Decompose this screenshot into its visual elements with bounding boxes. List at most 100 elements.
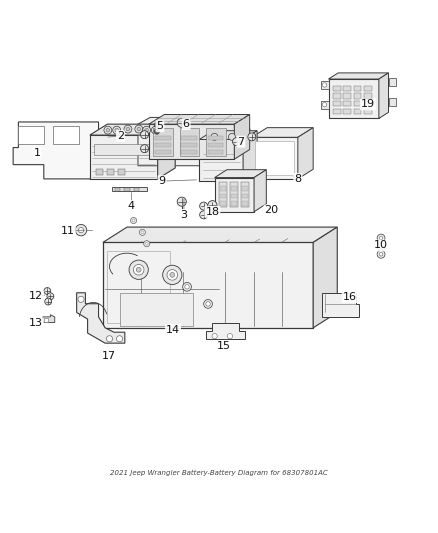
Polygon shape (206, 324, 245, 339)
Circle shape (229, 133, 236, 140)
Text: 18: 18 (205, 207, 219, 217)
Circle shape (185, 285, 189, 289)
Bar (242, 201, 248, 206)
Circle shape (145, 128, 148, 132)
Circle shape (137, 127, 141, 131)
Polygon shape (234, 115, 250, 159)
Bar (115, 188, 120, 191)
Circle shape (115, 128, 118, 132)
Circle shape (162, 265, 182, 285)
Circle shape (379, 245, 383, 248)
Circle shape (45, 298, 52, 305)
Polygon shape (43, 314, 55, 322)
Bar (364, 93, 372, 99)
Polygon shape (199, 140, 243, 181)
Circle shape (212, 334, 217, 339)
Polygon shape (158, 124, 175, 179)
Circle shape (124, 125, 132, 133)
Polygon shape (13, 122, 104, 179)
Circle shape (204, 300, 212, 308)
Bar (333, 86, 341, 91)
Bar (206, 128, 226, 156)
Bar (321, 81, 328, 89)
Circle shape (132, 219, 135, 222)
Text: 16: 16 (343, 292, 357, 302)
Circle shape (170, 272, 175, 277)
Bar (120, 293, 193, 326)
Text: 6: 6 (183, 119, 190, 129)
Text: 7: 7 (237, 136, 244, 147)
Circle shape (129, 260, 148, 279)
Bar (321, 101, 328, 109)
Bar (107, 169, 114, 174)
Polygon shape (328, 73, 389, 79)
Polygon shape (90, 124, 175, 135)
Text: 15: 15 (216, 341, 230, 351)
Bar (354, 86, 361, 91)
Polygon shape (53, 126, 79, 143)
Bar (181, 150, 197, 154)
Polygon shape (254, 169, 266, 212)
Circle shape (135, 125, 143, 133)
Circle shape (113, 126, 120, 134)
Text: 2021 Jeep Wrangler Battery-Battery Diagram for 68307801AC: 2021 Jeep Wrangler Battery-Battery Diagr… (110, 470, 328, 476)
Bar (231, 194, 237, 198)
Bar (155, 135, 171, 140)
Bar (208, 150, 223, 154)
Circle shape (167, 270, 177, 280)
Bar (219, 182, 227, 207)
Bar (343, 109, 351, 114)
Bar (343, 93, 351, 99)
Polygon shape (112, 187, 147, 191)
Polygon shape (18, 126, 44, 143)
Text: 10: 10 (374, 240, 388, 251)
Bar (180, 128, 199, 156)
Bar (231, 201, 237, 206)
Circle shape (200, 211, 208, 219)
Text: 19: 19 (361, 100, 375, 109)
Text: 12: 12 (29, 291, 43, 301)
Bar (364, 86, 372, 91)
Circle shape (248, 133, 256, 141)
Bar (364, 109, 372, 114)
Polygon shape (149, 115, 250, 124)
Circle shape (126, 127, 130, 131)
Bar (230, 182, 238, 207)
Polygon shape (103, 227, 337, 243)
Text: 2: 2 (117, 131, 124, 141)
Bar (354, 109, 361, 114)
Circle shape (377, 243, 385, 251)
Polygon shape (243, 131, 257, 181)
Circle shape (117, 336, 123, 342)
Text: 20: 20 (265, 205, 279, 215)
Bar (181, 142, 197, 147)
Polygon shape (252, 138, 298, 179)
Circle shape (177, 197, 186, 206)
Bar (343, 86, 351, 91)
Text: 4: 4 (128, 201, 135, 211)
Circle shape (377, 251, 385, 258)
Text: 3: 3 (180, 210, 187, 220)
Circle shape (106, 336, 113, 342)
Circle shape (141, 131, 148, 139)
Bar (44, 318, 48, 322)
Circle shape (133, 264, 144, 275)
Bar (124, 188, 130, 191)
Bar (153, 128, 173, 156)
Circle shape (322, 83, 327, 87)
Bar (220, 194, 226, 198)
Circle shape (379, 253, 383, 256)
Circle shape (183, 282, 191, 291)
Polygon shape (199, 131, 257, 140)
Circle shape (44, 288, 51, 294)
Polygon shape (149, 124, 234, 159)
Circle shape (177, 118, 186, 127)
Polygon shape (215, 177, 254, 212)
Bar (389, 98, 396, 106)
Polygon shape (313, 227, 337, 328)
Bar (155, 150, 171, 154)
Polygon shape (90, 135, 158, 179)
Circle shape (145, 243, 148, 245)
Polygon shape (77, 293, 125, 343)
Bar (333, 93, 341, 99)
